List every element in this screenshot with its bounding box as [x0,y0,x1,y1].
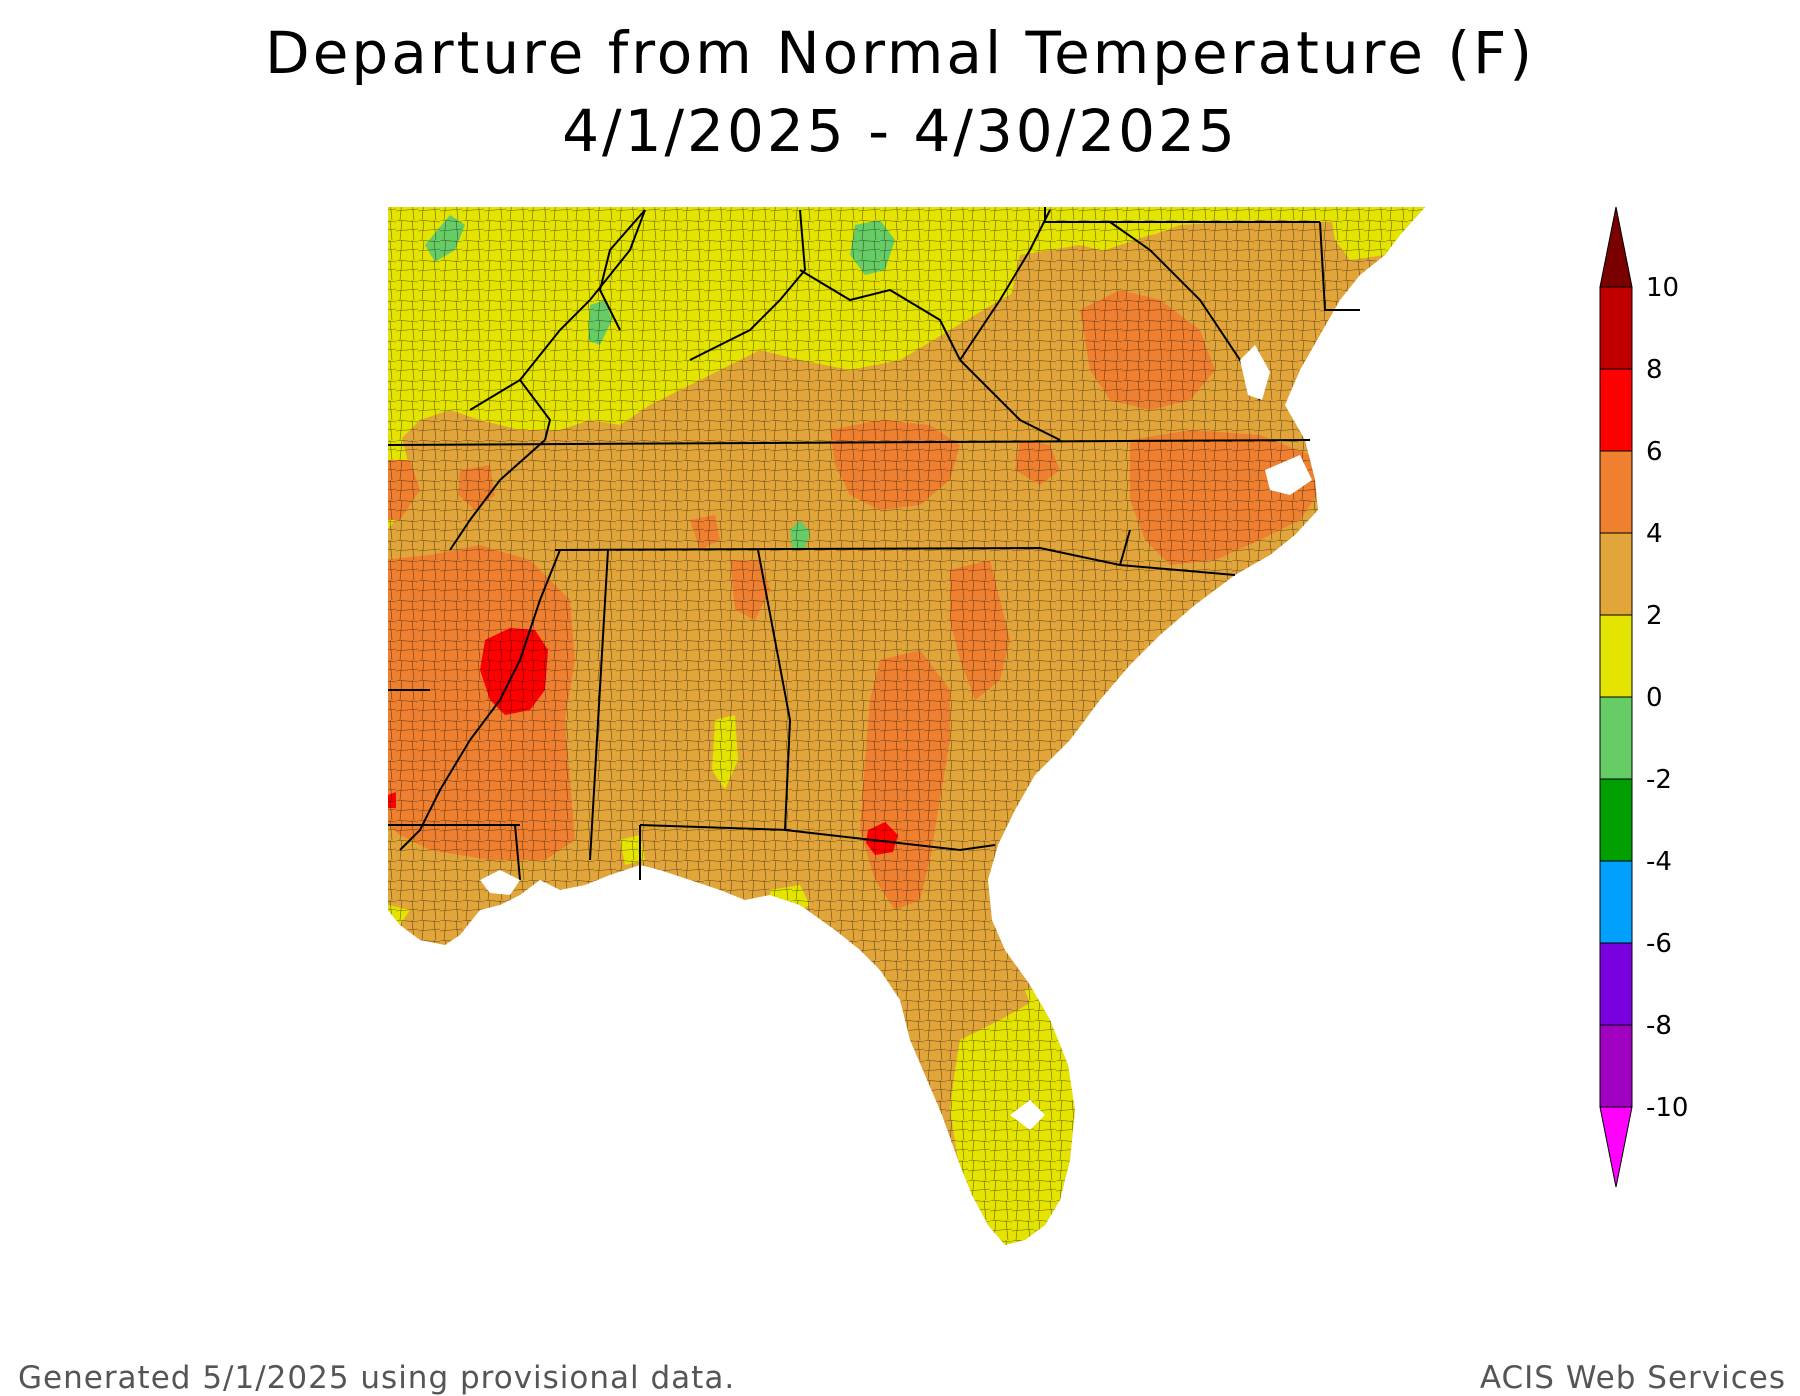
legend-tick-label: 6 [1646,437,1663,467]
legend-tick-label: -10 [1646,1093,1688,1123]
water-features [480,345,1312,1130]
legend-color-box [1599,778,1633,862]
legend-color-box [1599,368,1633,452]
source-credit: ACIS Web Services [1479,1360,1786,1396]
generated-note: Generated 5/1/2025 using provisional dat… [18,1360,736,1396]
map-title: Departure from Normal Temperature (F) [265,19,1535,87]
legend-tick-label: -6 [1646,929,1672,959]
legend-tick-label: -4 [1646,847,1672,877]
legend-arrow-max [1599,206,1633,288]
legend-tick-labels: 10 8 6 4 2 0 -2 -4 -6 -8 -10 [1646,273,1688,1123]
legend-color-box [1599,696,1633,780]
legend-arrow-min [1599,1106,1633,1188]
legend-tick-label: 4 [1646,519,1663,549]
legend-color-boxes [1599,206,1633,1188]
legend-color-box [1599,614,1633,698]
legend-color-box [1599,286,1633,370]
legend-color-box [1599,532,1633,616]
map-date-range: 4/1/2025 - 4/30/2025 [562,97,1238,165]
legend-tick-label: 10 [1646,273,1679,303]
legend-color-box [1599,450,1633,534]
legend-tick-label: 2 [1646,601,1663,631]
legend-color-box [1599,1024,1633,1108]
legend-tick-label: -8 [1646,1011,1672,1041]
legend-color-box [1599,942,1633,1026]
legend-tick-label: 0 [1646,683,1663,713]
legend-tick-label: -2 [1646,765,1672,795]
legend-tick-label: 8 [1646,355,1663,385]
legend-color-box [1599,860,1633,944]
